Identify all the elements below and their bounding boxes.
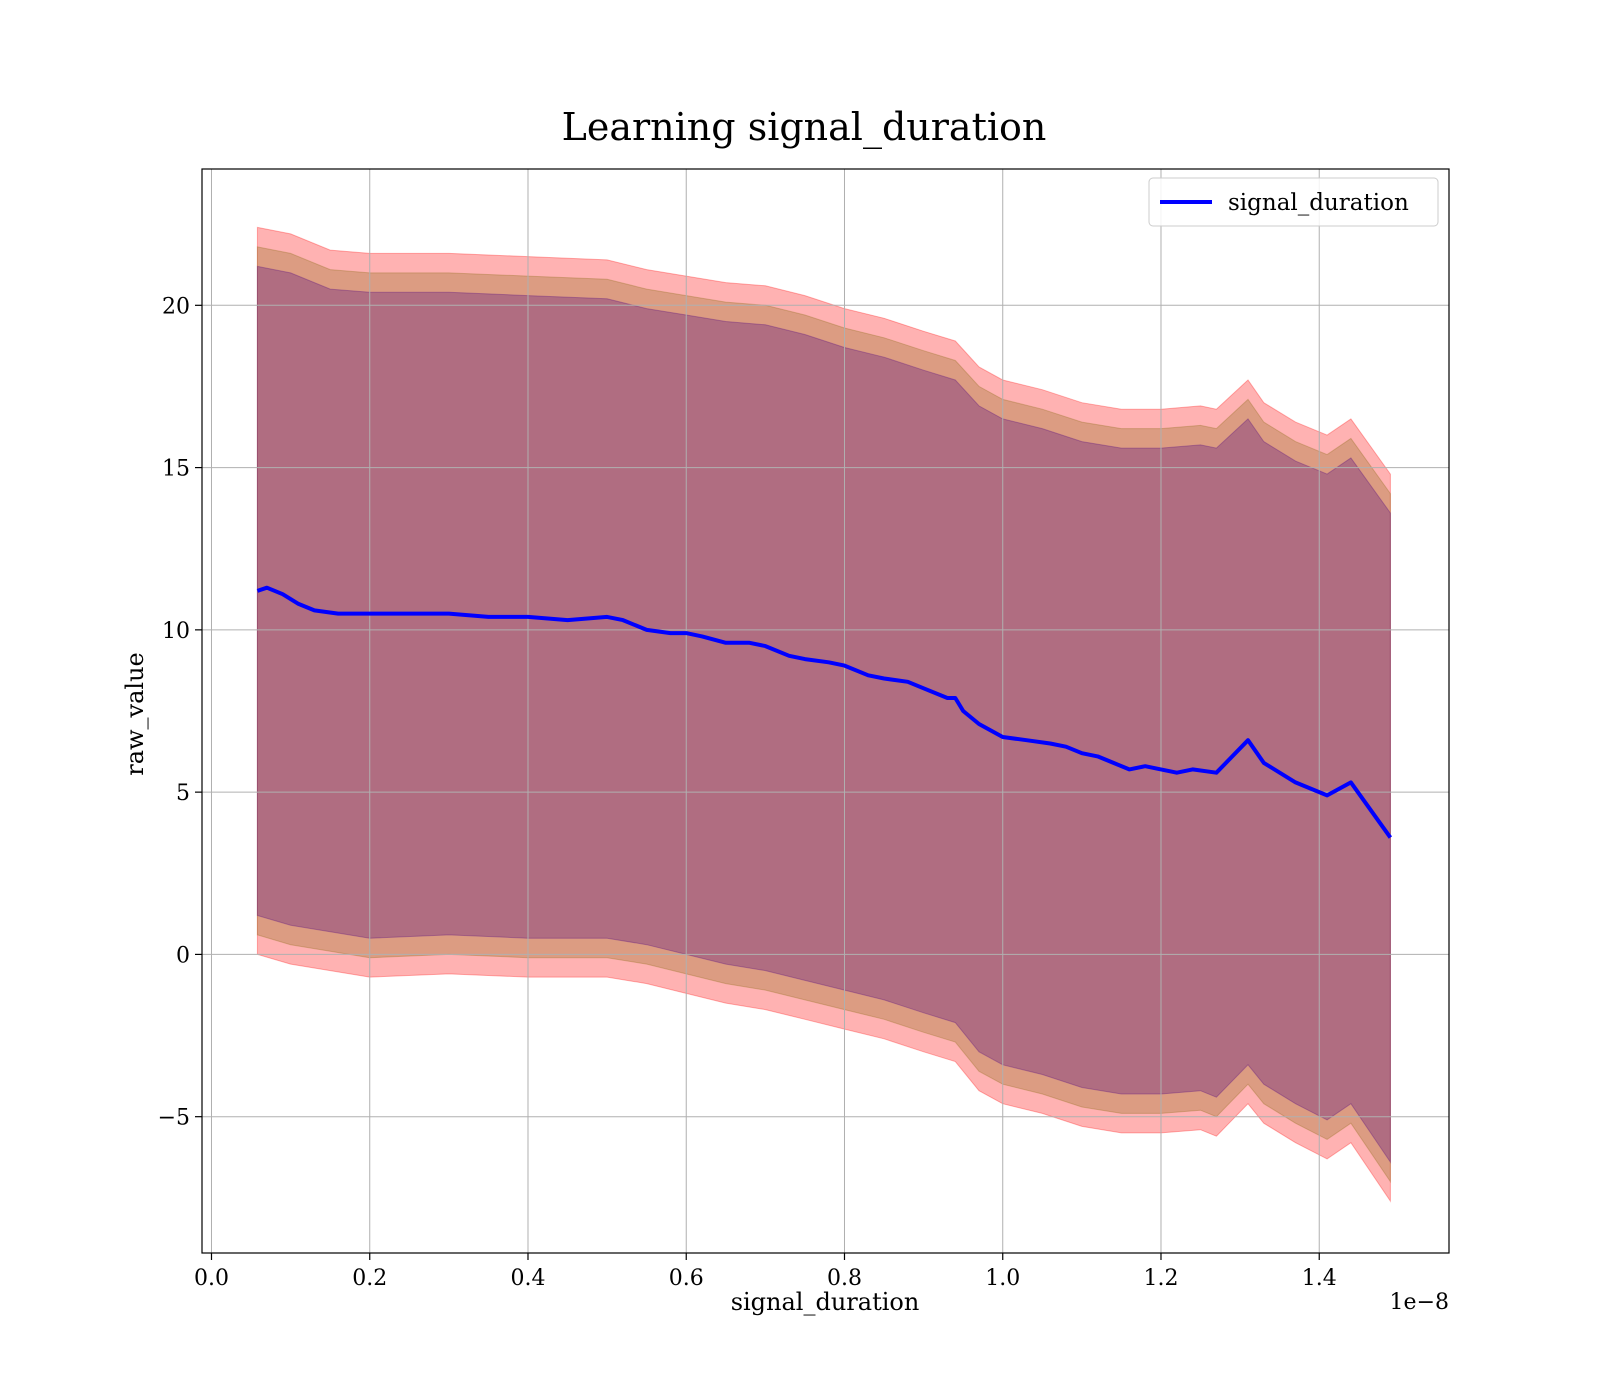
confidence-bands (256, 226, 1391, 1203)
y-axis-ticks: −5 0 5 10 15 20 (158, 294, 202, 1131)
x-tick-label-1: 0.2 (352, 1266, 387, 1291)
y-tick-label-1: 0 (176, 943, 190, 968)
x-axis-offset-label: 1e−8 (1390, 1290, 1449, 1315)
y-tick-label-2: 5 (176, 781, 190, 806)
y-axis-label: raw_value (121, 652, 149, 776)
series-lines (256, 585, 1393, 839)
x-tick-label-5: 1.0 (985, 1266, 1020, 1291)
x-tick-label-2: 0.4 (510, 1266, 545, 1291)
x-tick-label-7: 1.4 (1302, 1266, 1337, 1291)
confidence-band-3 (256, 265, 1391, 1164)
x-tick-label-6: 1.2 (1143, 1266, 1178, 1291)
x-tick-label-3: 0.6 (669, 1266, 704, 1291)
x-tick-label-0: 0.0 (194, 1266, 229, 1291)
legend: signal_duration (1148, 177, 1439, 227)
plot-frame (201, 168, 1450, 1254)
y-tick-label-5: 20 (162, 294, 190, 319)
x-axis-label: signal_duration (731, 1288, 920, 1316)
grid (202, 169, 1449, 1253)
series-line-1 (256, 585, 1393, 839)
y-tick-label-4: 15 (162, 457, 190, 482)
confidence-band-1 (256, 226, 1391, 1203)
legend-box (1148, 177, 1439, 227)
y-tick-label-3: 10 (162, 619, 190, 644)
x-axis-ticks: 0.0 0.2 0.4 0.6 0.8 1.0 1.2 1.4 (194, 1253, 1337, 1291)
y-tick-label-0: −5 (158, 1106, 190, 1131)
legend-label: signal_duration (1228, 190, 1409, 216)
chart-title: Learning signal_duration (562, 105, 1047, 150)
x-tick-label-4: 0.8 (827, 1266, 862, 1291)
